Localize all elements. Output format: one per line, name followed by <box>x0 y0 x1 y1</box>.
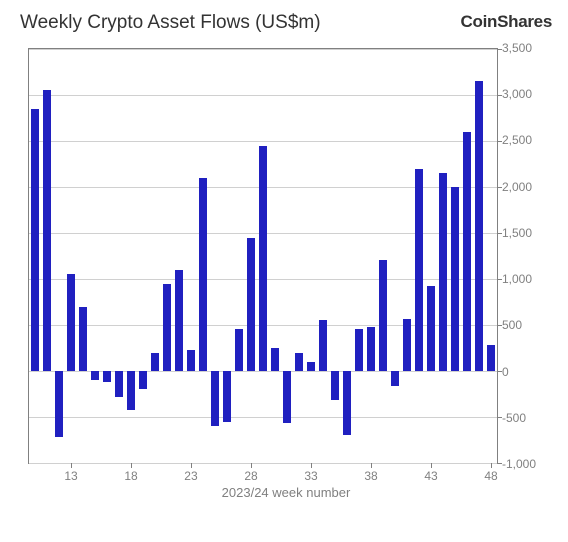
bar <box>199 178 208 371</box>
bar <box>247 238 256 371</box>
x-tick-label: 48 <box>484 469 497 483</box>
y-tick-label: -1,000 <box>502 457 546 471</box>
bar <box>115 371 124 397</box>
bar <box>103 371 112 382</box>
x-tick-label: 28 <box>244 469 257 483</box>
bar <box>271 348 280 371</box>
x-tick-mark <box>191 463 192 468</box>
y-tick-mark <box>497 279 502 280</box>
bar <box>319 320 328 371</box>
bar <box>187 350 196 371</box>
bar <box>463 132 472 371</box>
y-tick-label: 1,500 <box>502 226 546 240</box>
gridline <box>29 463 497 464</box>
x-tick-mark <box>251 463 252 468</box>
bar <box>139 371 148 389</box>
gridline <box>29 95 497 96</box>
y-tick-label: 3,500 <box>502 41 546 55</box>
bar <box>475 81 484 371</box>
y-tick-label: 0 <box>502 365 546 379</box>
bar <box>487 345 496 371</box>
bar <box>79 307 88 371</box>
x-tick-label: 43 <box>424 469 437 483</box>
brand-logo: CoinShares <box>461 12 552 32</box>
bar <box>31 109 40 371</box>
bar <box>175 270 184 371</box>
y-tick-label: 3,000 <box>502 87 546 101</box>
y-tick-mark <box>497 417 502 418</box>
bar <box>259 146 268 371</box>
y-tick-mark <box>497 371 502 372</box>
x-tick-mark <box>131 463 132 468</box>
bar <box>307 362 316 371</box>
x-tick-label: 33 <box>304 469 317 483</box>
y-tick-mark <box>497 141 502 142</box>
bar <box>67 274 76 371</box>
bar <box>211 371 220 426</box>
x-tick-mark <box>371 463 372 468</box>
y-tick-label: 500 <box>502 318 546 332</box>
y-tick-mark <box>497 49 502 50</box>
bar <box>355 329 364 371</box>
x-tick-label: 23 <box>184 469 197 483</box>
x-tick-label: 13 <box>64 469 77 483</box>
y-tick-label: 2,500 <box>502 133 546 147</box>
y-tick-mark <box>497 95 502 96</box>
bar <box>223 371 232 422</box>
bar <box>283 371 292 423</box>
bar <box>43 90 52 371</box>
y-tick-mark <box>497 233 502 234</box>
bar <box>295 353 304 371</box>
chart-container: Weekly Crypto Asset Flows (US$m) CoinSha… <box>0 0 568 542</box>
bar <box>439 173 448 371</box>
y-tick-label: -500 <box>502 411 546 425</box>
x-tick-mark <box>71 463 72 468</box>
x-tick-mark <box>311 463 312 468</box>
bar <box>151 353 160 371</box>
bar <box>331 371 340 400</box>
bar <box>91 371 100 380</box>
x-tick-mark <box>491 463 492 468</box>
plot-wrapper: 1318232833384348 -1,000-50005001,0001,50… <box>20 42 552 492</box>
bar <box>451 187 460 371</box>
bar <box>367 327 376 371</box>
x-axis-title: 2023/24 week number <box>222 485 351 500</box>
bar <box>427 286 436 371</box>
bar <box>391 371 400 386</box>
bar <box>403 319 412 371</box>
y-tick-mark <box>497 325 502 326</box>
x-tick-label: 38 <box>364 469 377 483</box>
y-tick-label: 2,000 <box>502 180 546 194</box>
x-tick-mark <box>431 463 432 468</box>
bar <box>343 371 352 435</box>
gridline <box>29 141 497 142</box>
y-tick-mark <box>497 463 502 464</box>
bar <box>127 371 136 410</box>
bar <box>415 169 424 371</box>
chart-title: Weekly Crypto Asset Flows (US$m) <box>20 12 321 34</box>
x-tick-label: 18 <box>124 469 137 483</box>
bar <box>235 329 244 371</box>
gridline <box>29 49 497 50</box>
chart-header: Weekly Crypto Asset Flows (US$m) CoinSha… <box>20 12 552 34</box>
bar <box>55 371 64 437</box>
bar <box>163 284 172 371</box>
gridline <box>29 417 497 418</box>
y-tick-label: 1,000 <box>502 272 546 286</box>
plot-area: 1318232833384348 <box>28 48 498 464</box>
bar <box>379 260 388 371</box>
y-tick-mark <box>497 187 502 188</box>
